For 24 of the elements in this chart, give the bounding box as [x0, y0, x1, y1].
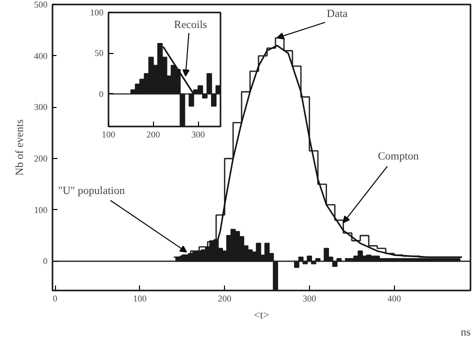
annotation: Compton [378, 150, 420, 163]
y-tick-label: 300 [34, 102, 48, 112]
x-tick-label: 100 [102, 130, 116, 140]
annotation: "U" population [58, 184, 126, 197]
x-tick-label: 200 [146, 130, 161, 140]
x-tick-label: 300 [191, 130, 206, 140]
annotation: Data [326, 8, 348, 20]
y-tick-label: 200 [34, 154, 48, 164]
x-tick-label: 100 [133, 294, 148, 304]
y-tick-label: 500 [34, 0, 48, 10]
y-tick-label: 0 [43, 256, 48, 266]
x-axis-title: <t> [254, 310, 270, 322]
text: ns [460, 326, 470, 338]
y-tick-label: 100 [34, 204, 48, 215]
x-tick-label: 300 [302, 294, 317, 304]
x-tick-label: 0 [52, 294, 58, 304]
y-tick-label: 50 [94, 48, 104, 58]
x-tick-label: 400 [387, 294, 402, 304]
y-tick-label: 100 [90, 8, 104, 18]
annotation: Recoils [174, 19, 208, 32]
y-axis-title: Nb of events [14, 119, 26, 176]
y-tick-label: 0 [99, 88, 104, 99]
x-tick-label: 200 [218, 294, 232, 304]
y-tick-label: 400 [34, 50, 48, 61]
